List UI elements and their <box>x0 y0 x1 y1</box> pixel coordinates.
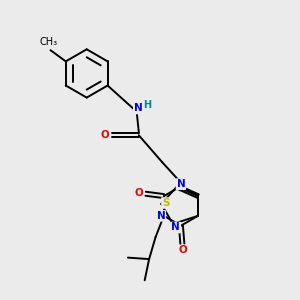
Text: N: N <box>157 211 165 221</box>
Text: N: N <box>134 103 142 113</box>
Text: O: O <box>178 245 187 255</box>
Text: N: N <box>176 179 185 189</box>
Text: CH₃: CH₃ <box>39 37 57 46</box>
Text: O: O <box>100 130 109 140</box>
Text: O: O <box>135 188 143 198</box>
Text: H: H <box>144 100 152 110</box>
Text: N: N <box>172 223 180 232</box>
Text: S: S <box>162 198 169 208</box>
